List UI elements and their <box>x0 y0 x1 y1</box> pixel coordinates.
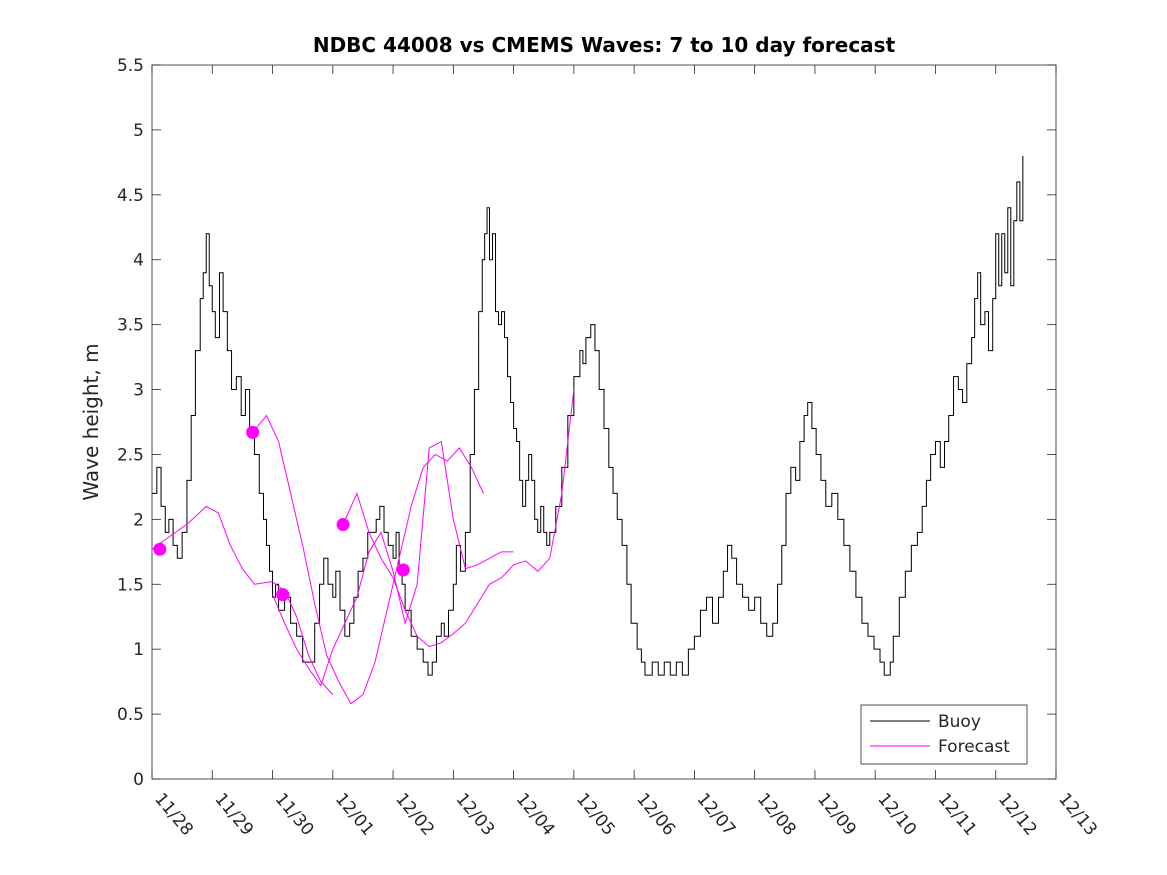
forecast-line-1 <box>151 505 334 695</box>
y-tick-label: 2 <box>133 510 144 530</box>
axis-ticks <box>151 64 1057 780</box>
y-tick-label: 3.5 <box>117 316 144 336</box>
forecast-start-marker <box>336 518 350 532</box>
forecast-start-markers <box>153 425 410 602</box>
y-tick-label: 5 <box>133 121 144 141</box>
x-tick-label: 12/02 <box>391 789 438 839</box>
forecast-line-4 <box>272 440 514 687</box>
x-tick-label: 12/08 <box>753 789 800 839</box>
forecast-start-marker <box>276 588 290 602</box>
x-tick-label: 12/11 <box>934 789 981 839</box>
y-axis-label: Wave height, m <box>79 343 103 500</box>
x-tick-label: 12/06 <box>632 789 679 839</box>
legend-forecast-label: Forecast <box>938 737 1010 757</box>
forecast-start-marker <box>246 425 260 439</box>
legend-box <box>860 704 1028 765</box>
x-tick-label: 12/03 <box>452 789 499 839</box>
y-tick-label: 4.5 <box>117 186 144 206</box>
forecast-line-2 <box>252 414 484 705</box>
x-tick-label: 12/04 <box>512 789 559 839</box>
x-tick-label: 11/28 <box>150 789 197 839</box>
forecast-start-marker <box>396 563 410 577</box>
x-tick-label: 11/30 <box>271 789 318 839</box>
y-tick-label: 5.5 <box>117 56 144 76</box>
legend: Buoy Forecast <box>860 704 1028 765</box>
forecast-line-3 <box>342 389 575 648</box>
buoy-line <box>152 155 1024 676</box>
chart-title: NDBC 44008 vs CMEMS Waves: 7 to 10 day f… <box>313 33 896 57</box>
x-tick-label: 12/13 <box>1054 789 1101 839</box>
forecast-series <box>151 389 575 705</box>
y-tick-label: 0 <box>133 770 144 790</box>
forecast-start-marker <box>153 542 167 556</box>
y-tick-label: 0.5 <box>117 705 144 725</box>
x-tick-label: 11/29 <box>210 789 257 839</box>
x-tick-label: 12/05 <box>572 789 619 839</box>
y-tick-labels: 0 0.5 1 1.5 2 2.5 3 3.5 4 4.5 5 5.5 <box>117 56 144 790</box>
legend-buoy-label: Buoy <box>938 712 981 732</box>
y-tick-label: 4 <box>133 251 144 271</box>
y-tick-label: 3 <box>133 381 144 401</box>
x-tick-label: 12/01 <box>331 789 378 839</box>
y-tick-label: 2.5 <box>117 445 144 465</box>
buoy-series <box>152 155 1024 676</box>
y-tick-label: 1.5 <box>117 575 144 595</box>
x-tick-label: 12/09 <box>813 789 860 839</box>
x-tick-label: 12/10 <box>873 789 920 839</box>
x-tick-label: 12/07 <box>693 789 740 839</box>
x-tick-label: 12/12 <box>994 789 1041 839</box>
y-tick-label: 1 <box>133 640 144 660</box>
x-tick-labels: 11/28 11/29 11/30 12/01 12/02 12/03 12/04 12/05… <box>150 789 1101 839</box>
